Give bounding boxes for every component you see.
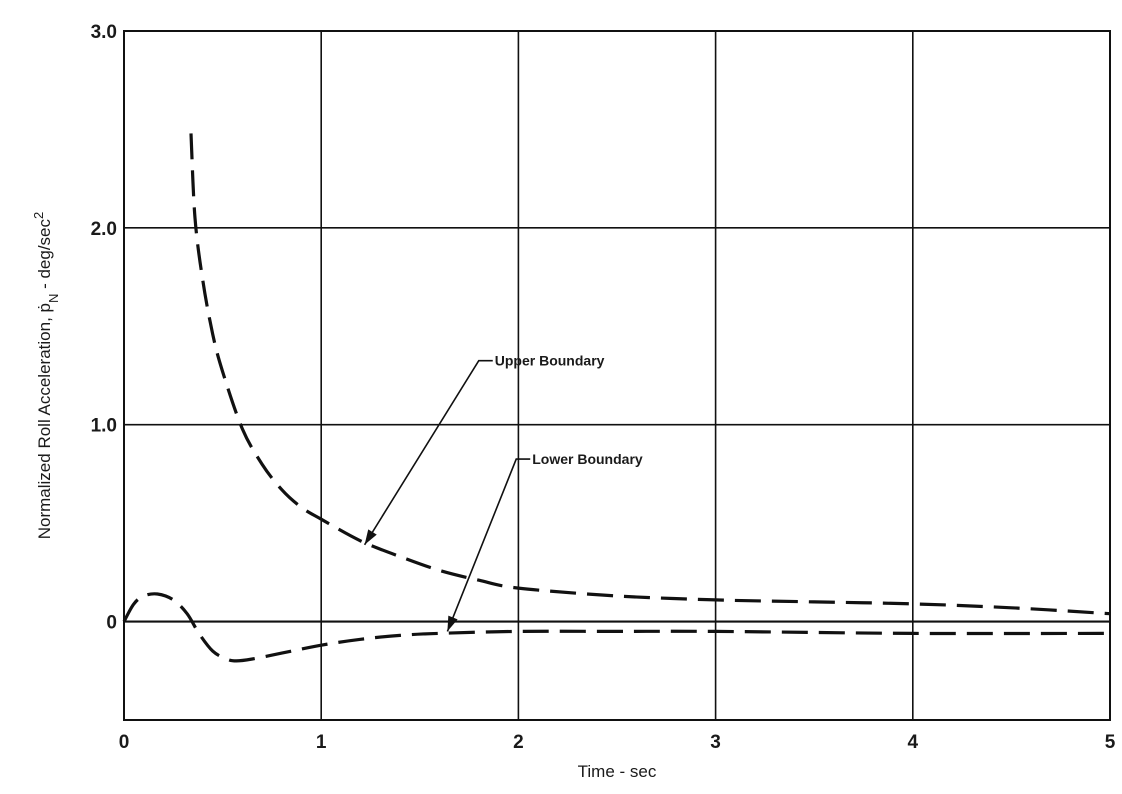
y-axis-label-unit: - deg/sec	[35, 218, 54, 293]
y-tick-label-1: 1.0	[91, 416, 117, 437]
annotation-pointer-1	[446, 458, 531, 632]
y-axis-label: Normalized Roll Acceleration, ṗN - deg/…	[31, 212, 61, 540]
series-layer	[122, 133, 1111, 663]
annotation-arrowhead-1	[447, 615, 458, 632]
x-tick-label-4: 4	[908, 732, 919, 753]
y-axis-label-subscript: N	[46, 294, 61, 303]
x-tick-label-5: 5	[1105, 732, 1116, 753]
annotation-arrowhead-0	[364, 529, 377, 545]
y-axis-label-symbol: ṗ	[35, 303, 54, 312]
x-tick-label-3: 3	[710, 732, 721, 753]
y-axis-label-prefix: Normalized Roll Acceleration,	[35, 312, 54, 539]
annotation-pointer-0	[363, 359, 493, 546]
x-axis-label: Time - sec	[578, 762, 657, 781]
x-tick-labels: 0 1 2 3 4 5	[119, 732, 1116, 753]
series-line-0	[189, 133, 1111, 616]
y-tick-label-0: 0	[106, 613, 117, 634]
annotation-label-0: Upper Boundary	[495, 353, 605, 369]
y-tick-label-3: 3.0	[91, 22, 117, 43]
annotation-layer: Upper Boundary Lower Boundary	[363, 353, 643, 632]
x-tick-label-0: 0	[119, 732, 130, 753]
plot-frame	[123, 30, 1111, 721]
y-tick-label-2: 2.0	[91, 219, 117, 240]
grid	[123, 30, 1111, 720]
y-tick-labels: 0 1.0 2.0 3.0	[91, 22, 117, 634]
x-tick-label-1: 1	[316, 732, 327, 753]
y-axis-label-superscript: 2	[31, 212, 46, 219]
annotation-label-1: Lower Boundary	[532, 451, 643, 467]
x-tick-label-2: 2	[513, 732, 524, 753]
series-line-1	[122, 592, 1111, 663]
